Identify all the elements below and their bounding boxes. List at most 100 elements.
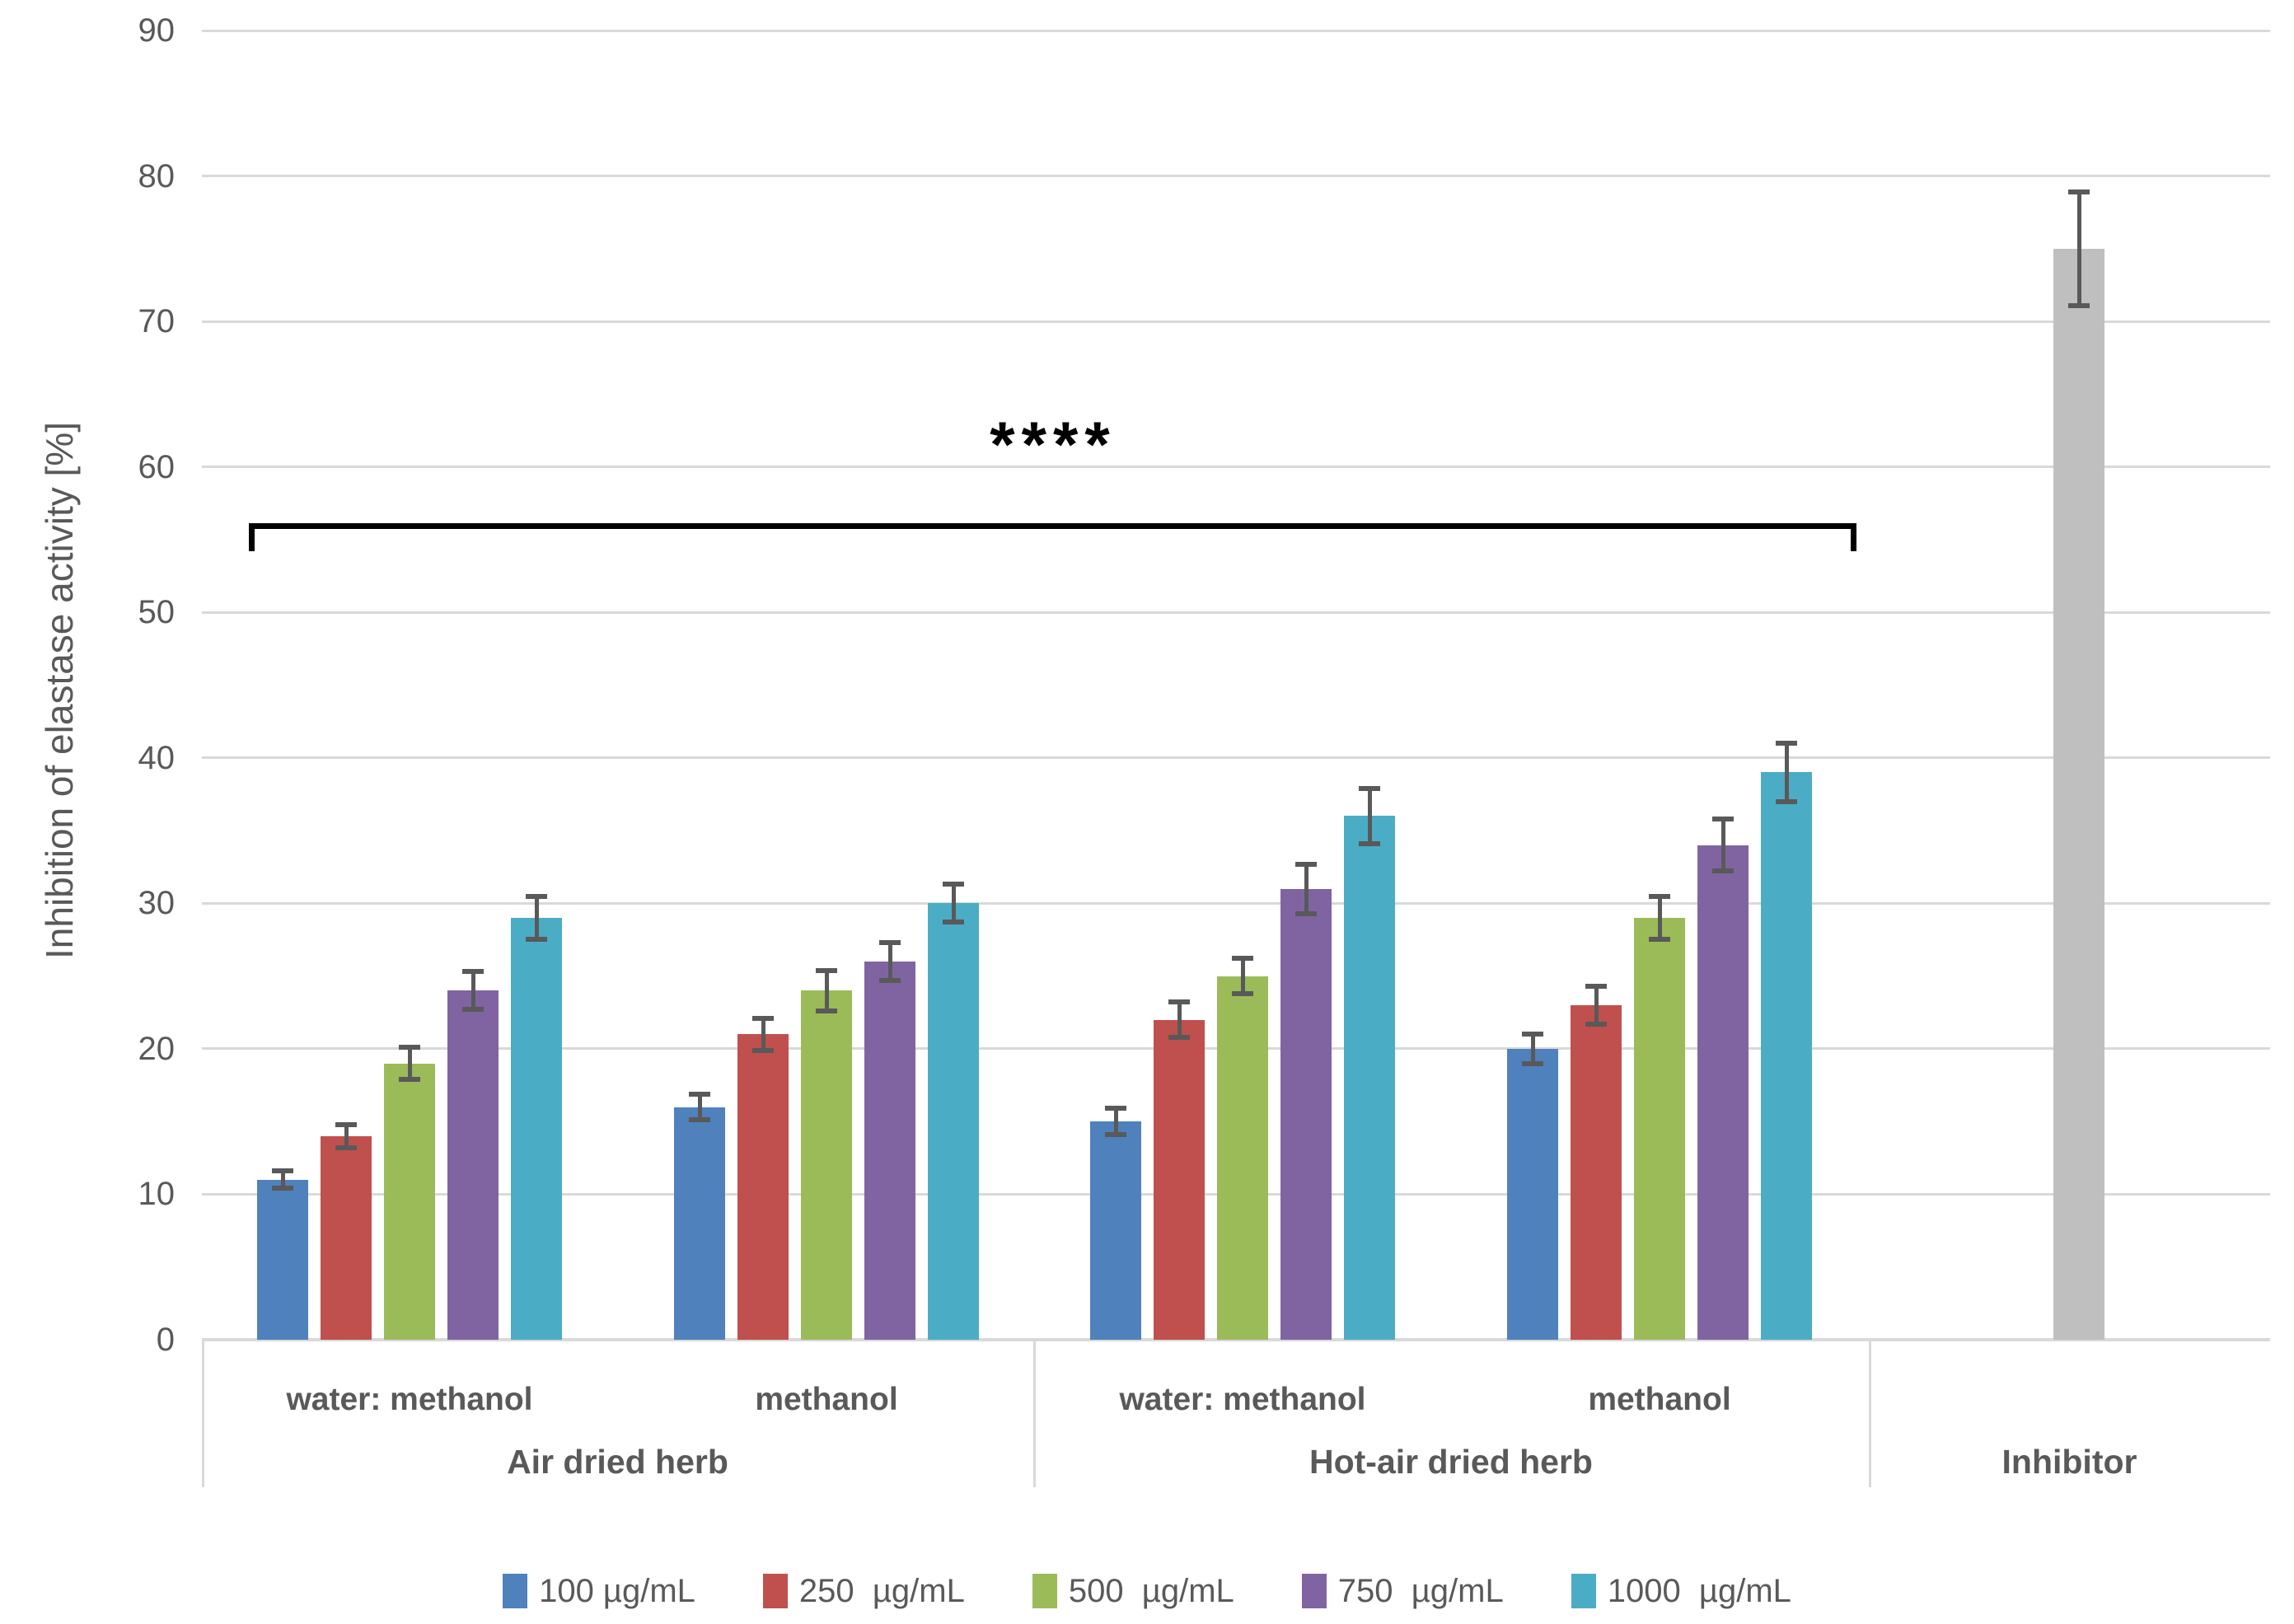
gridline [202,611,2270,614]
error-bar-cap [272,1186,293,1191]
error-bar-cap [752,1047,774,1053]
error-bar-cap [399,1076,420,1082]
error-bar-cap [1776,798,1797,804]
error-bar-cap [335,1121,357,1127]
legend-label: 1000 µg/mL [1607,1572,1791,1609]
error-bar-stem [1113,1108,1118,1135]
error-bar-cap [816,1008,837,1013]
bar [321,1135,372,1340]
error-bar-cap [1168,999,1190,1005]
error-bar-stem [951,884,956,923]
y-tick-label: 30 [138,885,176,922]
legend-swatch [762,1574,788,1608]
error-bar-cap [1168,1034,1190,1040]
gridline [202,466,2270,469]
error-bar-cap [752,1015,774,1021]
error-bar-cap [1585,1021,1607,1027]
significance-label: **** [990,408,1117,480]
error-bar-cap [526,937,547,943]
error-bar-stem [1720,818,1725,872]
error-bar-cap [1649,893,1670,899]
error-bar-cap [1776,741,1797,746]
legend-item: 250 µg/mL [762,1572,965,1610]
bar [257,1179,308,1340]
error-bar-stem [280,1171,285,1189]
error-bar-stem [2076,191,2081,306]
y-tick-label: 40 [138,739,176,776]
bar [801,990,852,1340]
subcategory-label: methanol [755,1382,898,1417]
gridline [202,320,2270,323]
y-tick-label: 20 [138,1030,176,1067]
significance-bracket-right-tick [1851,523,1856,551]
x-axis-line [202,1338,2270,1341]
bar [1697,845,1749,1340]
y-tick-label: 80 [138,157,176,194]
bar [1761,772,1812,1340]
category-separator [1033,1340,1036,1487]
error-bar-stem [1304,863,1309,914]
error-bar-stem [761,1018,765,1051]
error-bar-stem [407,1047,412,1079]
gridline [202,29,2270,32]
subcategory-label: methanol [1588,1382,1731,1417]
bar [1507,1048,1558,1340]
error-bar-cap [943,882,964,887]
error-bar-stem [1784,743,1789,802]
bar [864,961,915,1340]
legend-swatch [503,1574,528,1608]
error-bar-cap [689,1091,710,1097]
section-label: Air dried herb [507,1443,728,1481]
legend-swatch [1301,1574,1327,1608]
error-bar-cap [1232,956,1253,962]
error-bar-cap [1295,861,1317,867]
category-separator [1869,1340,1871,1487]
error-bar-cap [2068,189,2090,194]
legend-label: 250 µg/mL [798,1572,965,1609]
gridline [202,901,2270,905]
y-tick-label: 90 [138,12,176,49]
error-bar-cap [1712,868,1734,874]
significance-bracket [249,523,1856,529]
error-bar-cap [1712,816,1734,821]
legend-item: 750 µg/mL [1301,1573,1504,1610]
error-bar-stem [1657,896,1662,940]
error-bar-cap [879,977,901,983]
gridline [202,756,2270,760]
category-separator [202,1340,204,1487]
error-bar-cap [462,969,484,975]
legend-label: 100 µg/mL [539,1572,695,1609]
significance-bracket-left-tick [249,523,255,551]
y-tick-label: 70 [138,303,176,340]
legend-swatch [1571,1574,1596,1608]
bar [737,1034,789,1340]
bar [674,1107,725,1340]
error-bar-stem [534,896,539,940]
bar [1217,976,1268,1340]
error-bar-cap [816,967,837,973]
error-bar-stem [471,971,475,1010]
error-bar-stem [1177,1002,1182,1037]
error-bar-cap [399,1045,420,1051]
legend: 100 µg/mL 250 µg/mL 500 µg/mL 750 µg/mL 1000… [0,1565,2294,1617]
error-bar-cap [689,1117,710,1123]
error-bar-stem [344,1124,349,1148]
error-bar-cap [335,1144,357,1150]
subcategory-label: water: methanol [1119,1382,1366,1417]
bar [511,917,562,1340]
error-bar-cap [1295,910,1317,916]
bar [1280,888,1332,1340]
error-bar-cap [462,1007,484,1013]
legend-label: 500 µg/mL [1068,1572,1234,1609]
bar [928,903,979,1340]
error-bar-cap [943,920,964,925]
gridline [202,175,2270,178]
bar [1571,1004,1622,1340]
error-bar-cap [526,893,547,899]
error-bar-stem [1240,958,1245,994]
bar [1634,917,1685,1340]
error-bar-cap [1105,1106,1126,1112]
error-bar-stem [697,1093,702,1121]
error-bar-cap [1585,983,1607,989]
